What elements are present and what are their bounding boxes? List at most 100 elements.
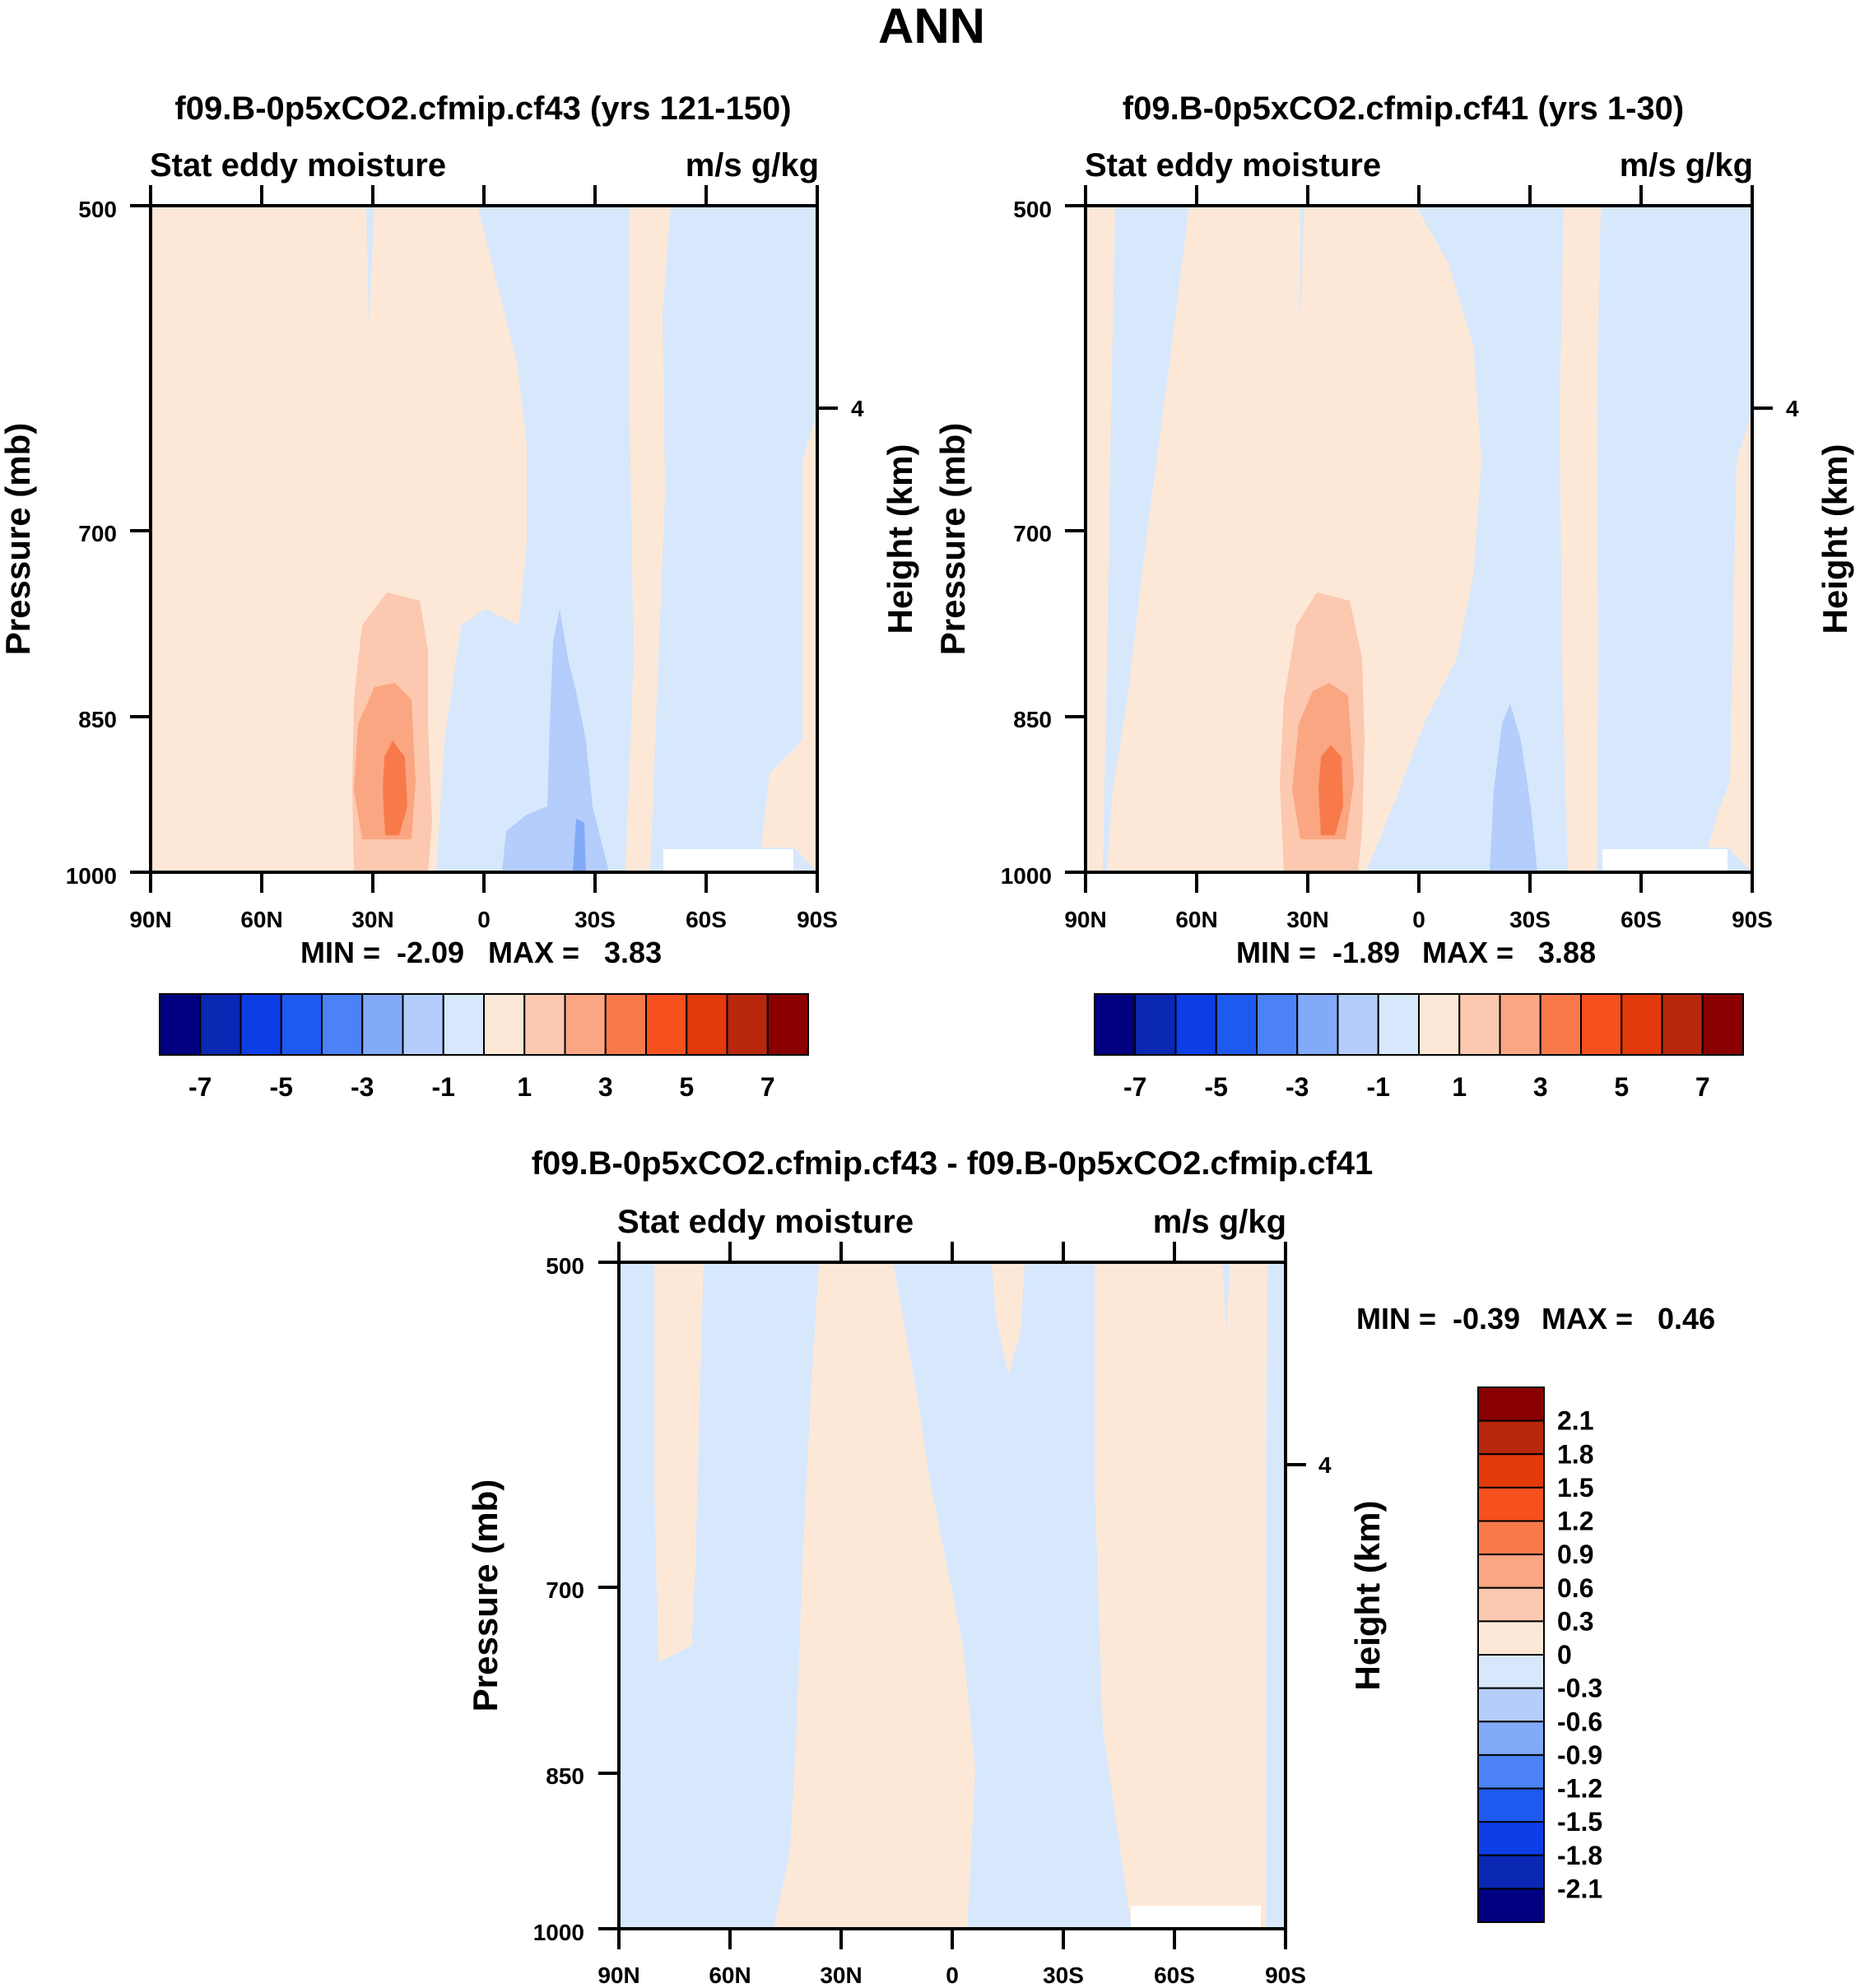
- panel-1-colorbar-box: [686, 993, 728, 1056]
- panel-3-colorbar-label: -1.5: [1557, 1807, 1602, 1837]
- panel-3-colorbar-label: 1.5: [1557, 1473, 1593, 1503]
- panel-1-y2-axis-label: Height (km): [881, 444, 919, 634]
- panel-2-x-ticks: [1084, 185, 1754, 893]
- panel-1-variable: Stat eddy moisture: [150, 147, 446, 183]
- panel-3-positive-band-3: [992, 1262, 1025, 1374]
- panel-2-colorbar-box: [1337, 993, 1379, 1056]
- panel-3-x-tick-label: 60N: [709, 1962, 751, 1988]
- panel-2-y2-tick-label: 4: [1786, 396, 1799, 421]
- panel-3-colorbar-label: -0.3: [1557, 1674, 1602, 1703]
- panel-3-colorbar-label: 0.3: [1557, 1606, 1593, 1636]
- panel-3-axes: 500 700 850 1000 Pressure (mb) 4 Height …: [466, 1242, 1387, 1988]
- panel-3-min-label: MIN = -0.39: [1356, 1302, 1520, 1335]
- panel-1-colorbar: -7 -5 -3 -1 1 3 5 7: [159, 993, 809, 1102]
- panel-3: f09.B-0p5xCO2.cfmip.cf43 - f09.B-0p5xCO2…: [466, 1145, 1715, 1988]
- panel-1-x-tick-label: 60N: [240, 907, 282, 932]
- panel-2-contour-3p5: [1318, 745, 1343, 835]
- panel-3-colorbar-label: 0.6: [1557, 1573, 1593, 1603]
- panel-3-positive-band-2: [774, 1262, 975, 1929]
- panel-2-axes: 500 700 850 1000 Pressure (mb) 4 Height …: [933, 185, 1854, 932]
- panel-2-positive-region-edge: [1086, 206, 1115, 872]
- panel-1: f09.B-0p5xCO2.cfmip.cf43 (yrs 121-150) S…: [0, 91, 919, 1102]
- panel-3-x-tick-label: 90N: [598, 1962, 639, 1988]
- panel-3-x-tick-label: 30N: [820, 1962, 862, 1988]
- panel-1-x-tick-label: 0: [477, 907, 491, 932]
- panel-2-y-axis-label: Pressure (mb): [933, 423, 972, 655]
- panel-3-x-tick-label: 30S: [1043, 1962, 1084, 1988]
- panel-2-x-tick-label: 0: [1412, 907, 1425, 932]
- panel-3-y-tick-label: 700: [546, 1577, 584, 1603]
- panel-1-plot-area: [149, 204, 819, 874]
- panel-3-colorbar-box: [1477, 1520, 1545, 1556]
- panel-1-y-tick-label: 850: [78, 707, 117, 732]
- panel-1-colorbar-box: [239, 993, 282, 1056]
- panel-1-colorbar-box: [726, 993, 769, 1056]
- panel-1-x-tick-label: 30S: [574, 907, 616, 932]
- panel-3-y-axis-label: Pressure (mb): [466, 1479, 505, 1712]
- panel-2-colorbar: -7 -5 -3 -1 1 3 5 7: [1094, 993, 1744, 1102]
- panel-2-colorbar-label: -3: [1286, 1072, 1309, 1102]
- panel-1-y-tick-label: 700: [78, 521, 117, 546]
- panel-1-colorbar-box: [402, 993, 444, 1056]
- panel-3-units: m/s g/kg: [1153, 1204, 1286, 1240]
- panel-2-title: f09.B-0p5xCO2.cfmip.cf41 (yrs 1-30): [1123, 91, 1685, 127]
- panel-3-colorbar-box: [1477, 1721, 1545, 1756]
- panel-1-missing-data: [663, 849, 793, 872]
- panel-2-colorbar-box: [1458, 993, 1501, 1056]
- panel-2-colorbar-box: [1580, 993, 1623, 1056]
- panel-1-x-tick-label: 60S: [686, 907, 727, 932]
- panel-1-min-label: MIN = -2.09: [300, 936, 464, 969]
- panel-3-colorbar-box: [1477, 1453, 1545, 1489]
- panel-3-colorbar-label: -1.2: [1557, 1774, 1602, 1804]
- panel-1-contour-3p5: [383, 741, 407, 835]
- panel-3-colorbar-box: [1477, 1787, 1545, 1823]
- page-title: ANN: [878, 0, 985, 53]
- panel-3-colorbar-label: -0.6: [1557, 1707, 1602, 1736]
- panel-3-colorbar: 2.11.81.51.20.90.60.30-0.3-0.6-0.9-1.2-1…: [1477, 1386, 1602, 1923]
- panel-2-y-tick-label: 500: [1013, 197, 1052, 222]
- panel-1-colorbar-label: -5: [270, 1072, 293, 1102]
- panel-2-colorbar-label: 7: [1695, 1072, 1710, 1102]
- panel-2-colorbar-label: 3: [1533, 1072, 1548, 1102]
- panel-2-colorbar-box: [1701, 993, 1744, 1056]
- panel-2-colorbar-box: [1539, 993, 1582, 1056]
- panel-1-colorbar-box: [321, 993, 364, 1056]
- panel-1-colorbar-box: [523, 993, 566, 1056]
- panel-1-negative-core: [502, 609, 609, 872]
- panel-2-x-tick-label: 30N: [1286, 907, 1328, 932]
- panel-2-colorbar-box: [1499, 993, 1541, 1056]
- panel-1-colorbar-label: -1: [432, 1072, 455, 1102]
- panel-3-colorbar-box: [1477, 1654, 1545, 1689]
- panel-2-variable: Stat eddy moisture: [1085, 147, 1381, 183]
- panel-2-colorbar-box: [1094, 993, 1137, 1056]
- panel-2-y-tick-label: 1000: [1001, 863, 1052, 889]
- panel-1-x-ticks: [149, 185, 819, 893]
- panel-3-x-tick-label: 90S: [1265, 1962, 1306, 1988]
- panel-2-colorbar-label: 5: [1614, 1072, 1629, 1102]
- panel-3-positive-band-4: [1095, 1262, 1267, 1929]
- panel-2-colorbar-label: -7: [1123, 1072, 1146, 1102]
- panel-3-colorbar-label: 1.2: [1557, 1507, 1593, 1536]
- panel-3-y-tick-label: 1000: [533, 1920, 584, 1945]
- panel-2-colorbar-box: [1134, 993, 1177, 1056]
- panel-1-x-tick-label: 90N: [129, 907, 171, 932]
- panel-2-x-tick-label: 60S: [1621, 907, 1662, 932]
- panel-3-colorbar-box: [1477, 1821, 1545, 1856]
- panel-2-colorbar-label: -5: [1205, 1072, 1228, 1102]
- panel-2-positive-band-pole: [1708, 411, 1752, 872]
- panel-3-title: f09.B-0p5xCO2.cfmip.cf43 - f09.B-0p5xCO2…: [532, 1145, 1374, 1182]
- panel-1-colorbar-box: [645, 993, 688, 1056]
- panel-1-colorbar-label: -7: [188, 1072, 212, 1102]
- panel-1-positive-region: [151, 206, 255, 872]
- panel-2-colorbar-box: [1377, 993, 1420, 1056]
- panel-2: f09.B-0p5xCO2.cfmip.cf41 (yrs 1-30) Stat…: [933, 91, 1854, 1102]
- panel-3-colorbar-box: [1477, 1419, 1545, 1456]
- panel-3-colorbar-label: -0.9: [1557, 1740, 1602, 1770]
- panel-3-colorbar-box: [1477, 1620, 1545, 1656]
- panel-3-y2-tick-label: 4: [1318, 1452, 1332, 1478]
- panel-2-min-label: MIN = -1.89: [1236, 936, 1400, 969]
- panel-3-y-tick-label: 500: [546, 1253, 584, 1279]
- panel-1-colorbar-label: 3: [598, 1072, 613, 1102]
- panel-2-missing-data: [1602, 849, 1727, 872]
